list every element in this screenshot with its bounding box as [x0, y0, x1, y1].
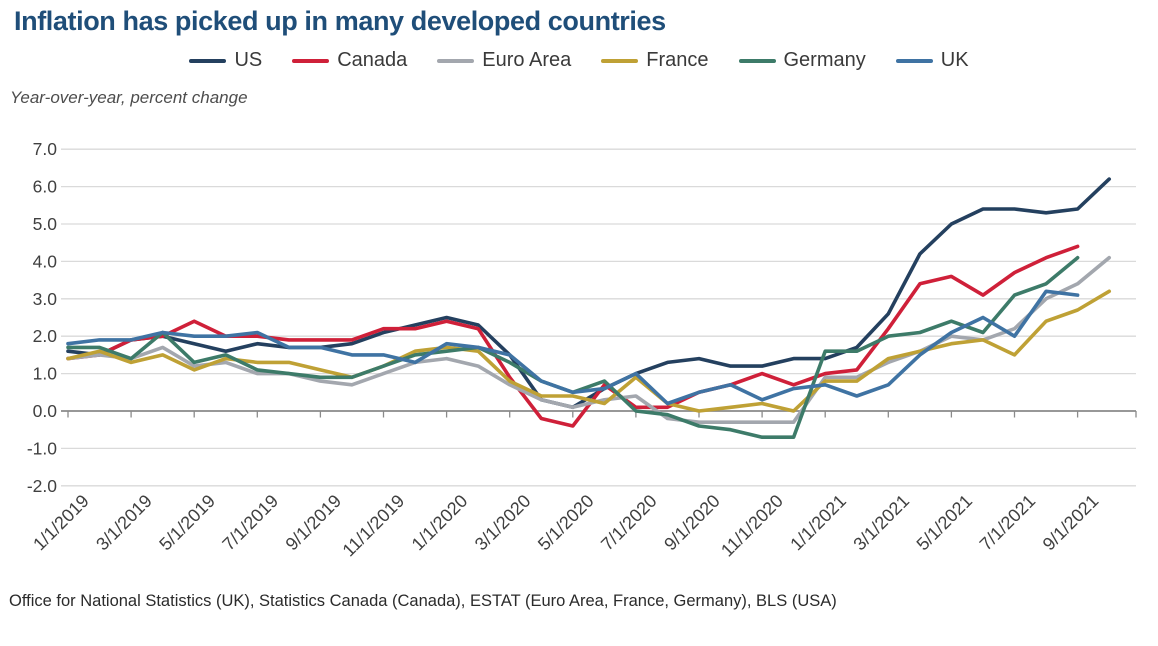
- x-axis-tick-label: 5/1/2020: [534, 491, 598, 555]
- legend-label-euro-area: Euro Area: [482, 49, 572, 71]
- legend-label-france: France: [646, 49, 709, 71]
- chart-subtitle: Year-over-year, percent change: [10, 88, 248, 107]
- legend-label-us: US: [234, 49, 263, 71]
- source-note: Office for National Statistics (UK), Sta…: [9, 592, 837, 610]
- series-line-uk: [66, 289, 1080, 406]
- x-axis-tick-label: 5/1/2021: [913, 491, 977, 555]
- legend-swatch-uk: [895, 58, 933, 63]
- x-axis-tick-label: 9/1/2020: [660, 491, 724, 555]
- x-axis-tick-label: 11/1/2019: [339, 491, 409, 561]
- x-axis-tick-label: 7/1/2021: [976, 491, 1040, 555]
- legend-item-canada: Canada: [292, 49, 407, 72]
- y-axis-tick-label: 4.0: [33, 251, 58, 271]
- y-axis-tick-label: -2.0: [27, 476, 57, 496]
- legend-swatch-germany: [738, 58, 776, 63]
- legend-item-uk: UK: [895, 49, 969, 72]
- x-axis-tick-label: 11/1/2020: [717, 491, 787, 561]
- x-axis-tick-label: 1/1/2019: [29, 491, 93, 555]
- legend-label-uk: UK: [940, 49, 969, 71]
- x-axis-tick-label: 3/1/2020: [471, 491, 535, 555]
- y-axis-tick-label: 3.0: [33, 289, 58, 309]
- legend-swatch-france: [601, 58, 639, 63]
- y-axis-tick-label: 0.0: [33, 401, 58, 421]
- x-axis-tick-label: 5/1/2019: [155, 491, 219, 555]
- chart-svg: 7.0 6.0 5.0 4.0 3.0 2.0 1.0 0.0 -1.0 -2.01/1/2019…: [27, 139, 1137, 561]
- legend-item-germany: Germany: [738, 49, 866, 72]
- x-axis-tick-label: 3/1/2019: [92, 491, 156, 555]
- y-axis-tick-label: -1.0: [27, 438, 57, 458]
- legend-swatch-euro-area: [437, 58, 475, 63]
- legend-label-canada: Canada: [337, 49, 408, 71]
- legend-swatch-us: [189, 58, 227, 63]
- legend-item-euro-area: Euro Area: [437, 49, 571, 72]
- legend-label-germany: Germany: [783, 49, 866, 71]
- chart-title: Inflation has picked up in many develope…: [14, 6, 666, 36]
- x-axis-tick-label: 3/1/2021: [849, 491, 913, 555]
- x-axis-tick-label: 9/1/2019: [282, 491, 346, 555]
- legend-item-us: US: [189, 49, 262, 72]
- legend-item-france: France: [601, 49, 709, 72]
- y-axis-tick-label: 7.0: [33, 139, 58, 159]
- x-axis-tick-label: 9/1/2021: [1039, 491, 1103, 555]
- x-axis-tick-label: 1/1/2020: [408, 491, 472, 555]
- y-axis-tick-label: 6.0: [33, 177, 58, 197]
- legend-swatch-canada: [292, 58, 330, 63]
- x-axis-tick-label: 1/1/2021: [786, 491, 850, 555]
- y-axis-tick-label: 2.0: [33, 326, 58, 346]
- x-axis-tick-label: 7/1/2019: [218, 491, 282, 555]
- legend: US Canada Euro Area France Germany UK: [0, 49, 1158, 72]
- x-axis-tick-label: 7/1/2020: [597, 491, 661, 555]
- y-axis-tick-label: 5.0: [33, 214, 58, 234]
- y-axis-tick-label: 1.0: [33, 364, 58, 384]
